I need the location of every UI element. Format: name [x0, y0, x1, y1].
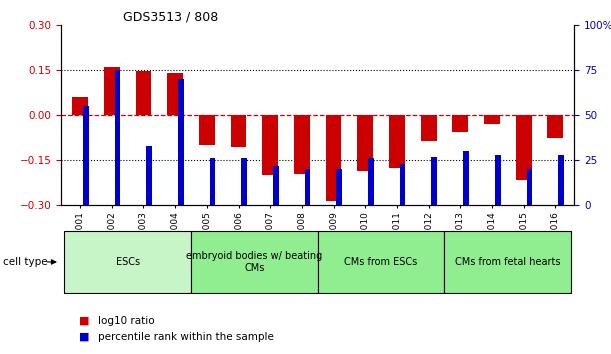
Text: ■: ■: [79, 331, 90, 341]
Bar: [318, 232, 444, 292]
Text: percentile rank within the sample: percentile rank within the sample: [98, 332, 274, 342]
Text: GDS3513 / 808: GDS3513 / 808: [123, 11, 218, 24]
Bar: [326, 115, 342, 201]
Text: CMs from fetal hearts: CMs from fetal hearts: [455, 257, 560, 267]
Bar: [444, 232, 571, 292]
Bar: [191, 232, 318, 292]
Bar: [136, 72, 152, 115]
Bar: [167, 73, 183, 115]
Bar: [199, 115, 214, 145]
Text: ESCs: ESCs: [115, 257, 140, 267]
Bar: [400, 164, 406, 205]
Text: log10 ratio: log10 ratio: [98, 316, 155, 326]
Bar: [273, 166, 279, 205]
Bar: [294, 115, 310, 174]
Bar: [115, 70, 120, 205]
Bar: [357, 115, 373, 171]
Bar: [72, 97, 88, 115]
Bar: [262, 115, 278, 175]
Bar: [305, 169, 310, 205]
Bar: [241, 158, 247, 205]
Bar: [463, 151, 469, 205]
Text: embryoid bodies w/ beating
CMs: embryoid bodies w/ beating CMs: [186, 251, 323, 273]
Text: ■: ■: [79, 315, 90, 325]
Bar: [64, 232, 191, 292]
Bar: [83, 106, 89, 205]
Bar: [210, 158, 216, 205]
Text: CMs from ESCs: CMs from ESCs: [345, 257, 418, 267]
Bar: [421, 115, 436, 141]
Bar: [547, 115, 563, 138]
Text: cell type: cell type: [3, 257, 48, 267]
Bar: [230, 115, 246, 147]
Bar: [527, 169, 532, 205]
Bar: [516, 115, 532, 180]
Bar: [495, 155, 500, 205]
Bar: [484, 115, 500, 124]
Bar: [337, 169, 342, 205]
Bar: [368, 158, 374, 205]
Bar: [452, 115, 468, 132]
Bar: [104, 67, 120, 115]
Bar: [146, 146, 152, 205]
Bar: [178, 79, 184, 205]
Bar: [558, 155, 564, 205]
Bar: [389, 115, 405, 168]
Bar: [431, 156, 437, 205]
